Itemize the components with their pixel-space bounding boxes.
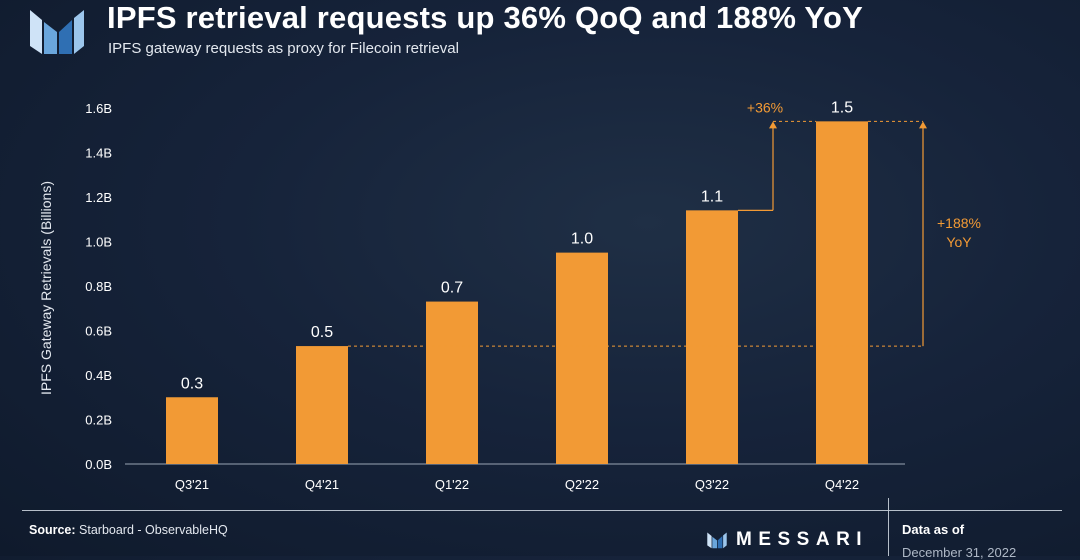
bar-data-label: 0.7 — [441, 280, 463, 297]
data-as-of-label: Data as of — [902, 522, 965, 537]
y-tick-label: 0.4B — [85, 368, 112, 383]
y-tick-label: 0.0B — [85, 457, 112, 472]
bar — [166, 397, 218, 464]
bar-data-label: 1.0 — [571, 231, 593, 248]
bar — [296, 346, 348, 464]
y-axis-title: IPFS Gateway Retrievals (Billions) — [38, 181, 54, 395]
y-tick-label: 1.6B — [85, 101, 112, 116]
bar — [686, 210, 738, 464]
bar-data-label: 1.5 — [831, 99, 853, 116]
source-note: Source: Starboard - ObservableHQ — [29, 523, 228, 537]
brand-logo-icon — [707, 532, 727, 549]
yoy-annotation-label: +188% — [937, 215, 981, 231]
data-as-of-date: December 31, 2022 — [902, 545, 1017, 560]
footer-vertical-divider — [888, 498, 889, 556]
x-tick-label: Q3'21 — [175, 477, 209, 492]
qoq-annotation-label: +36% — [747, 99, 783, 115]
bar-data-label: 1.1 — [701, 188, 723, 205]
y-tick-label: 0.2B — [85, 413, 112, 428]
source-label: Source: — [29, 523, 76, 537]
source-text: Starboard - ObservableHQ — [79, 523, 228, 537]
y-tick-label: 1.0B — [85, 235, 112, 250]
x-tick-label: Q2'22 — [565, 477, 599, 492]
y-tick-label: 0.8B — [85, 279, 112, 294]
bar-chart: IPFS Gateway Retrievals (Billions) 0.0B 0.… — [38, 99, 981, 492]
x-tick-label: Q4'21 — [305, 477, 339, 492]
footer-divider-line — [22, 510, 1062, 511]
bar — [426, 301, 478, 464]
messari-logo-icon — [30, 10, 84, 54]
brand-lockup: MESSARI — [706, 528, 868, 552]
yoy-arrowhead — [919, 121, 927, 129]
x-tick-label: Q1'22 — [435, 477, 469, 492]
bar — [556, 252, 608, 464]
y-tick-label: 1.4B — [85, 146, 112, 161]
brand-wordmark: MESSARI — [736, 529, 869, 550]
chart-subtitle: IPFS gateway requests as proxy for Filec… — [108, 40, 459, 57]
yoy-annotation-sublabel: YoY — [946, 234, 972, 250]
bar-data-label: 0.3 — [181, 375, 203, 392]
x-tick-label: Q3'22 — [695, 477, 729, 492]
chart-title: IPFS retrieval requests up 36% QoQ and 1… — [107, 0, 863, 35]
x-tick-label: Q4'22 — [825, 477, 859, 492]
y-tick-label: 0.6B — [85, 324, 112, 339]
qoq-arrowhead — [769, 121, 777, 129]
y-tick-label: 1.2B — [85, 190, 112, 205]
bar-data-label: 0.5 — [311, 324, 333, 341]
bar — [816, 121, 868, 464]
